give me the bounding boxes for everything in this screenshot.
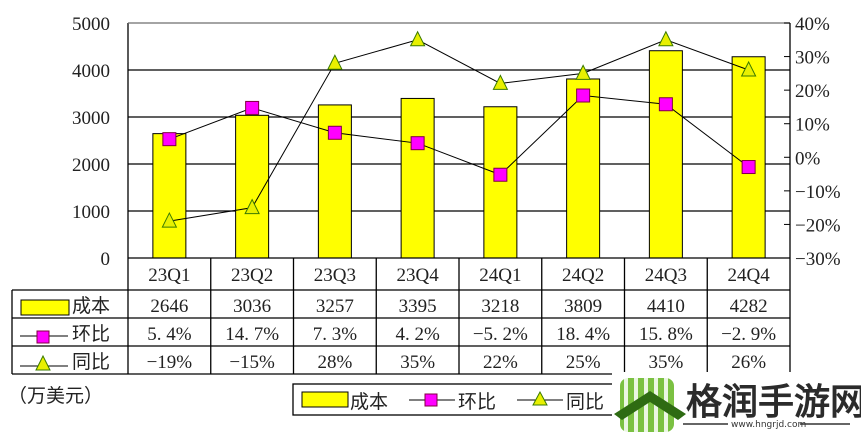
qoq-value: −2. 9% (721, 324, 776, 345)
triangle-marker-icon (35, 354, 51, 371)
bar-24Q1 (483, 106, 518, 259)
triangle-marker-icon (244, 198, 260, 215)
cost-value: 2646 (150, 296, 188, 317)
category-label: 24Q1 (479, 265, 521, 286)
qoq-value: 7. 3% (313, 324, 358, 345)
legend-item-qoq: 环比 (458, 391, 496, 413)
category-label: 23Q1 (148, 265, 190, 286)
bar-24Q2 (566, 78, 601, 259)
square-marker-icon (162, 132, 177, 147)
cost-value: 3036 (233, 296, 271, 317)
right-tick-label: 20% (795, 81, 830, 102)
triangle-marker-icon (740, 60, 757, 77)
cost-value: 3809 (564, 296, 602, 317)
unit-label: （万美元） (8, 385, 103, 407)
square-marker-icon (327, 125, 342, 140)
square-marker-icon (741, 160, 756, 175)
gridlines (127, 22, 791, 258)
cost-value: 3218 (481, 296, 519, 317)
category-label: 24Q2 (562, 265, 604, 286)
row-header-qoq: 环比 (72, 323, 110, 345)
category-label: 24Q4 (728, 265, 771, 286)
square-marker-icon (576, 88, 591, 103)
legend-item-yoy: 同比 (566, 391, 604, 413)
square-marker-icon (424, 393, 438, 407)
qoq-value: 5. 4% (147, 324, 192, 345)
bar-24Q4 (731, 56, 766, 259)
yoy-value: 28% (317, 352, 352, 373)
legend-item-cost: 成本 (350, 391, 388, 413)
square-marker-icon (493, 167, 508, 182)
category-label: 24Q3 (645, 265, 687, 286)
triangle-marker-icon (575, 64, 591, 80)
category-label: 23Q3 (314, 265, 356, 286)
row-header-cost: 成本 (72, 295, 110, 317)
row-header-yoy: 同比 (72, 351, 110, 373)
triangle-marker-icon (492, 74, 509, 90)
cost-value: 4410 (647, 296, 685, 317)
cost-value: 4282 (730, 296, 768, 317)
bar-23Q4 (400, 97, 435, 259)
yoy-value: −19% (147, 352, 193, 373)
category-label: 23Q4 (397, 265, 440, 286)
triangle-marker-icon (161, 211, 178, 228)
square-marker-icon (245, 100, 260, 115)
yoy-value: 35% (648, 352, 683, 373)
triangle-marker-icon (532, 390, 548, 406)
qoq-value: 15. 8% (639, 324, 693, 345)
right-tick-label: 0% (795, 148, 821, 169)
yoy-value: 26% (731, 352, 766, 373)
bar-series-cost (152, 50, 766, 259)
qoq-value: 4. 2% (395, 324, 440, 345)
left-tick-label: 2000 (72, 155, 110, 176)
left-tick-label: 1000 (72, 202, 110, 223)
category-label: 23Q2 (231, 265, 273, 286)
yoy-value: 22% (483, 352, 518, 373)
right-tick-label: −30% (795, 249, 841, 270)
right-tick-label: −10% (795, 182, 841, 203)
cost-value: 3395 (399, 296, 437, 317)
left-tick-label: 4000 (72, 61, 110, 82)
triangle-marker-icon (409, 30, 426, 47)
left-tick-label: 3000 (72, 108, 110, 129)
watermark-url: www.hngrjd.com (731, 420, 806, 430)
right-tick-label: 30% (795, 48, 830, 69)
square-marker-icon (410, 136, 425, 151)
line-series (161, 30, 757, 228)
bar-23Q1 (152, 133, 187, 259)
triangle-marker-icon (658, 30, 674, 47)
bar-24Q3 (648, 50, 683, 259)
left-tick-label: 5000 (72, 14, 110, 35)
bar-23Q2 (235, 114, 270, 259)
left-axis: 0 1000 2000 3000 4000 5000 (72, 14, 110, 270)
qoq-line (169, 94, 749, 176)
data-table: 23Q1 23Q2 23Q3 23Q4 24Q1 24Q2 24Q3 24Q4 2646 3036… (11, 257, 791, 375)
house-logo-icon (614, 378, 686, 432)
yoy-value: 35% (400, 352, 435, 373)
left-tick-label: 0 (101, 249, 111, 270)
yoy-line (169, 39, 749, 222)
legend: 成本 环比 同比 (292, 383, 616, 416)
right-tick-label: 40% (795, 14, 830, 35)
triangle-marker-icon (327, 54, 343, 70)
qoq-value: −5. 2% (473, 324, 528, 345)
watermark-title: 格润手游网 (686, 382, 861, 423)
right-tick-label: −20% (795, 215, 841, 236)
square-marker-icon (36, 330, 50, 344)
right-tick-label: 10% (795, 115, 830, 136)
yoy-value: −15% (229, 352, 275, 373)
cost-value: 3257 (316, 296, 354, 317)
square-marker-icon (658, 97, 673, 112)
yoy-value: 25% (566, 352, 601, 373)
qoq-value: 18. 4% (556, 324, 610, 345)
right-axis: 40% 30% 20% 10% 0% −10% −20% −30% (784, 14, 841, 270)
qoq-value: 14. 7% (225, 324, 279, 345)
